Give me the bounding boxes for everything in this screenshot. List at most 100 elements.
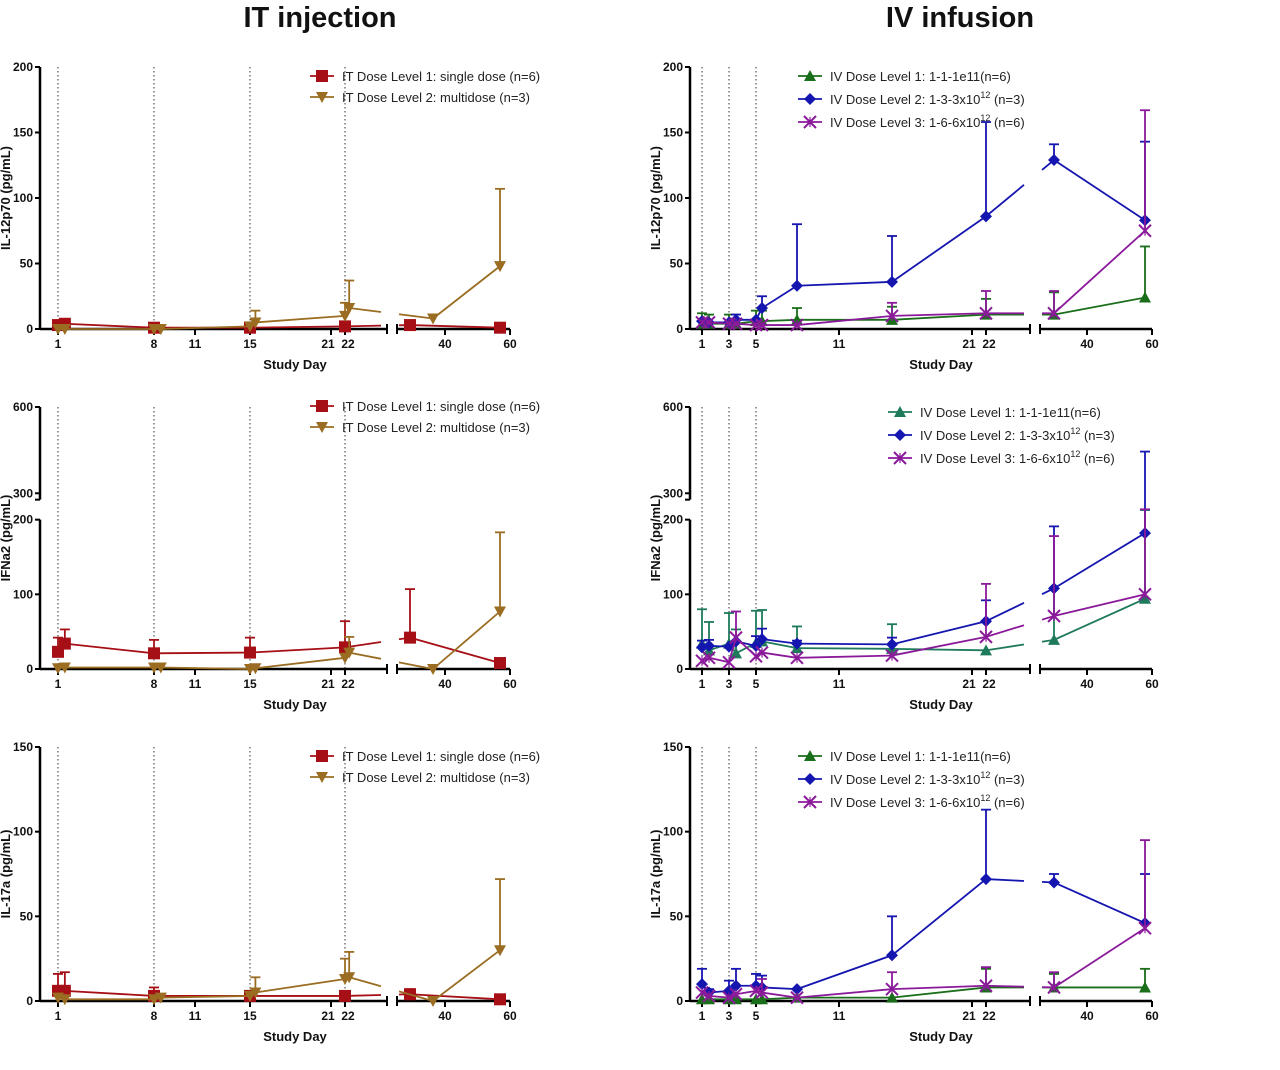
x-tick-label: 11 bbox=[833, 1009, 846, 1023]
legend-item: IV Dose Level 1: 1-1-1e11(n=6) bbox=[798, 749, 1011, 764]
x-tick-label: 40 bbox=[1080, 677, 1094, 691]
series-2 bbox=[696, 810, 1151, 999]
y-tick-label: 0 bbox=[26, 322, 33, 336]
y-axis-title: IL-17a (pg/mL) bbox=[648, 830, 663, 919]
x-tick-label: 3 bbox=[726, 677, 733, 691]
x-tick-label: 60 bbox=[503, 677, 517, 691]
x-tick-label: 5 bbox=[753, 337, 760, 351]
legend-label: IV Dose Level 1: 1-1-1e11(n=6) bbox=[830, 749, 1011, 764]
series-1 bbox=[52, 589, 506, 669]
x-tick-label: 5 bbox=[753, 1009, 760, 1023]
x-tick-label: 21 bbox=[321, 677, 335, 691]
legend-marker bbox=[894, 429, 906, 441]
legend-marker bbox=[804, 773, 816, 785]
x-tick-label: 22 bbox=[982, 1009, 996, 1023]
series-line bbox=[433, 266, 500, 318]
x-tick-label: 1 bbox=[55, 337, 62, 351]
data-point bbox=[1139, 292, 1151, 303]
x-tick-label: 40 bbox=[438, 337, 452, 351]
legend-item: IT Dose Level 1: single dose (n=6) bbox=[310, 399, 540, 414]
data-point bbox=[1048, 634, 1060, 645]
series-line bbox=[65, 991, 154, 996]
series-2 bbox=[696, 122, 1151, 328]
x-tick-label: 21 bbox=[321, 337, 335, 351]
legend-item: IV Dose Level 2: 1-3-3x1012 (n=3) bbox=[798, 90, 1025, 107]
y-tick-label: 50 bbox=[20, 909, 34, 923]
series-line bbox=[797, 656, 892, 658]
series-2 bbox=[52, 532, 506, 675]
series-line bbox=[797, 648, 892, 649]
series-line bbox=[986, 986, 1024, 987]
series-line bbox=[797, 955, 892, 989]
legend-label: IV Dose Level 3: 1-6-6x1012 (n=6) bbox=[830, 113, 1025, 130]
legend-marker bbox=[316, 70, 328, 82]
legend-label: IT Dose Level 2: multidose (n=3) bbox=[342, 770, 530, 785]
series-line bbox=[797, 644, 892, 645]
data-point bbox=[730, 632, 742, 644]
x-tick-label: 40 bbox=[438, 1009, 452, 1023]
x-tick-label: 22 bbox=[982, 677, 996, 691]
series-line bbox=[1054, 928, 1145, 987]
legend-label: IV Dose Level 3: 1-6-6x1012 (n=6) bbox=[830, 793, 1025, 810]
y-axis-title: IFNa2 (pg/mL) bbox=[648, 495, 663, 582]
x-tick-label: 60 bbox=[1145, 1009, 1159, 1023]
data-point bbox=[494, 945, 506, 956]
y-tick-label: 600 bbox=[13, 400, 33, 414]
x-tick-label: 1 bbox=[699, 337, 706, 351]
series-2 bbox=[52, 879, 506, 1007]
series-line bbox=[255, 979, 345, 993]
series-line bbox=[892, 649, 986, 650]
series-line bbox=[250, 326, 345, 327]
y-tick-label: 100 bbox=[13, 191, 33, 205]
y-axis-title: IL-12p70 (pg/mL) bbox=[0, 146, 13, 250]
y-tick-label: 150 bbox=[663, 740, 683, 754]
x-tick-label: 15 bbox=[243, 677, 257, 691]
data-point bbox=[339, 990, 351, 1002]
x-tick-label: 11 bbox=[833, 337, 846, 351]
data-point bbox=[244, 647, 256, 659]
y-tick-label: 600 bbox=[663, 400, 683, 414]
y-tick-label: 0 bbox=[676, 994, 683, 1008]
data-point bbox=[723, 656, 735, 668]
x-tick-label: 1 bbox=[699, 1009, 706, 1023]
x-tick-label: 1 bbox=[55, 677, 62, 691]
x-tick-label: 15 bbox=[243, 1009, 257, 1023]
series-line bbox=[986, 603, 1024, 621]
series-line bbox=[892, 216, 986, 282]
it-column-title: IT injection bbox=[0, 2, 640, 35]
y-tick-label: 50 bbox=[20, 257, 34, 271]
x-tick-label: 11 bbox=[833, 677, 846, 691]
series-line bbox=[892, 879, 986, 955]
y-tick-label: 50 bbox=[670, 257, 684, 271]
y-tick-label: 100 bbox=[663, 825, 683, 839]
y-tick-label: 0 bbox=[676, 322, 683, 336]
x-tick-label: 21 bbox=[962, 1009, 976, 1023]
y-tick-label: 100 bbox=[663, 587, 683, 601]
y-tick-label: 50 bbox=[670, 909, 684, 923]
legend-marker bbox=[804, 93, 816, 105]
y-tick-label: 200 bbox=[663, 513, 683, 527]
y-tick-label: 300 bbox=[13, 486, 33, 500]
x-tick-label: 11 bbox=[189, 337, 202, 351]
series-line bbox=[709, 996, 729, 998]
data-point bbox=[1048, 610, 1060, 622]
legend-item: IV Dose Level 3: 1-6-6x1012 (n=6) bbox=[798, 113, 1025, 130]
legend-item: IT Dose Level 2: multidose (n=3) bbox=[310, 420, 530, 435]
series-2 bbox=[52, 189, 506, 335]
legend-label: IV Dose Level 2: 1-3-3x1012 (n=3) bbox=[830, 770, 1025, 787]
series-line bbox=[1054, 160, 1145, 220]
data-point bbox=[494, 322, 506, 334]
legend-marker bbox=[316, 400, 328, 412]
legend-label: IT Dose Level 1: single dose (n=6) bbox=[342, 749, 540, 764]
data-point bbox=[494, 657, 506, 669]
x-tick-label: 21 bbox=[321, 1009, 335, 1023]
series-line bbox=[349, 653, 381, 659]
legend-label: IT Dose Level 2: multidose (n=3) bbox=[342, 420, 530, 435]
series-line bbox=[65, 324, 154, 328]
